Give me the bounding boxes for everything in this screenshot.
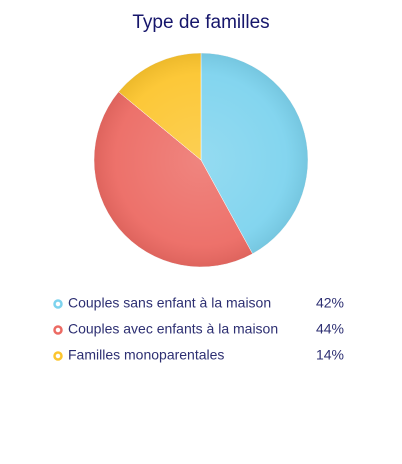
legend-marker [53,325,63,335]
legend-value: 44% [316,321,344,337]
legend-value: 42% [316,295,344,311]
chart-title: Type de familles [132,12,269,33]
legend: Couples sans enfant à la maison 42% Couple… [53,295,344,363]
legend-label: Couples sans enfant à la maison [68,295,271,311]
pie [93,52,309,268]
legend-label: Familles monoparentales [68,347,224,363]
legend-marker [53,299,63,309]
legend-value: 14% [316,347,344,363]
legend-label: Couples avec enfants à la maison [68,321,278,337]
legend-marker [53,351,63,361]
